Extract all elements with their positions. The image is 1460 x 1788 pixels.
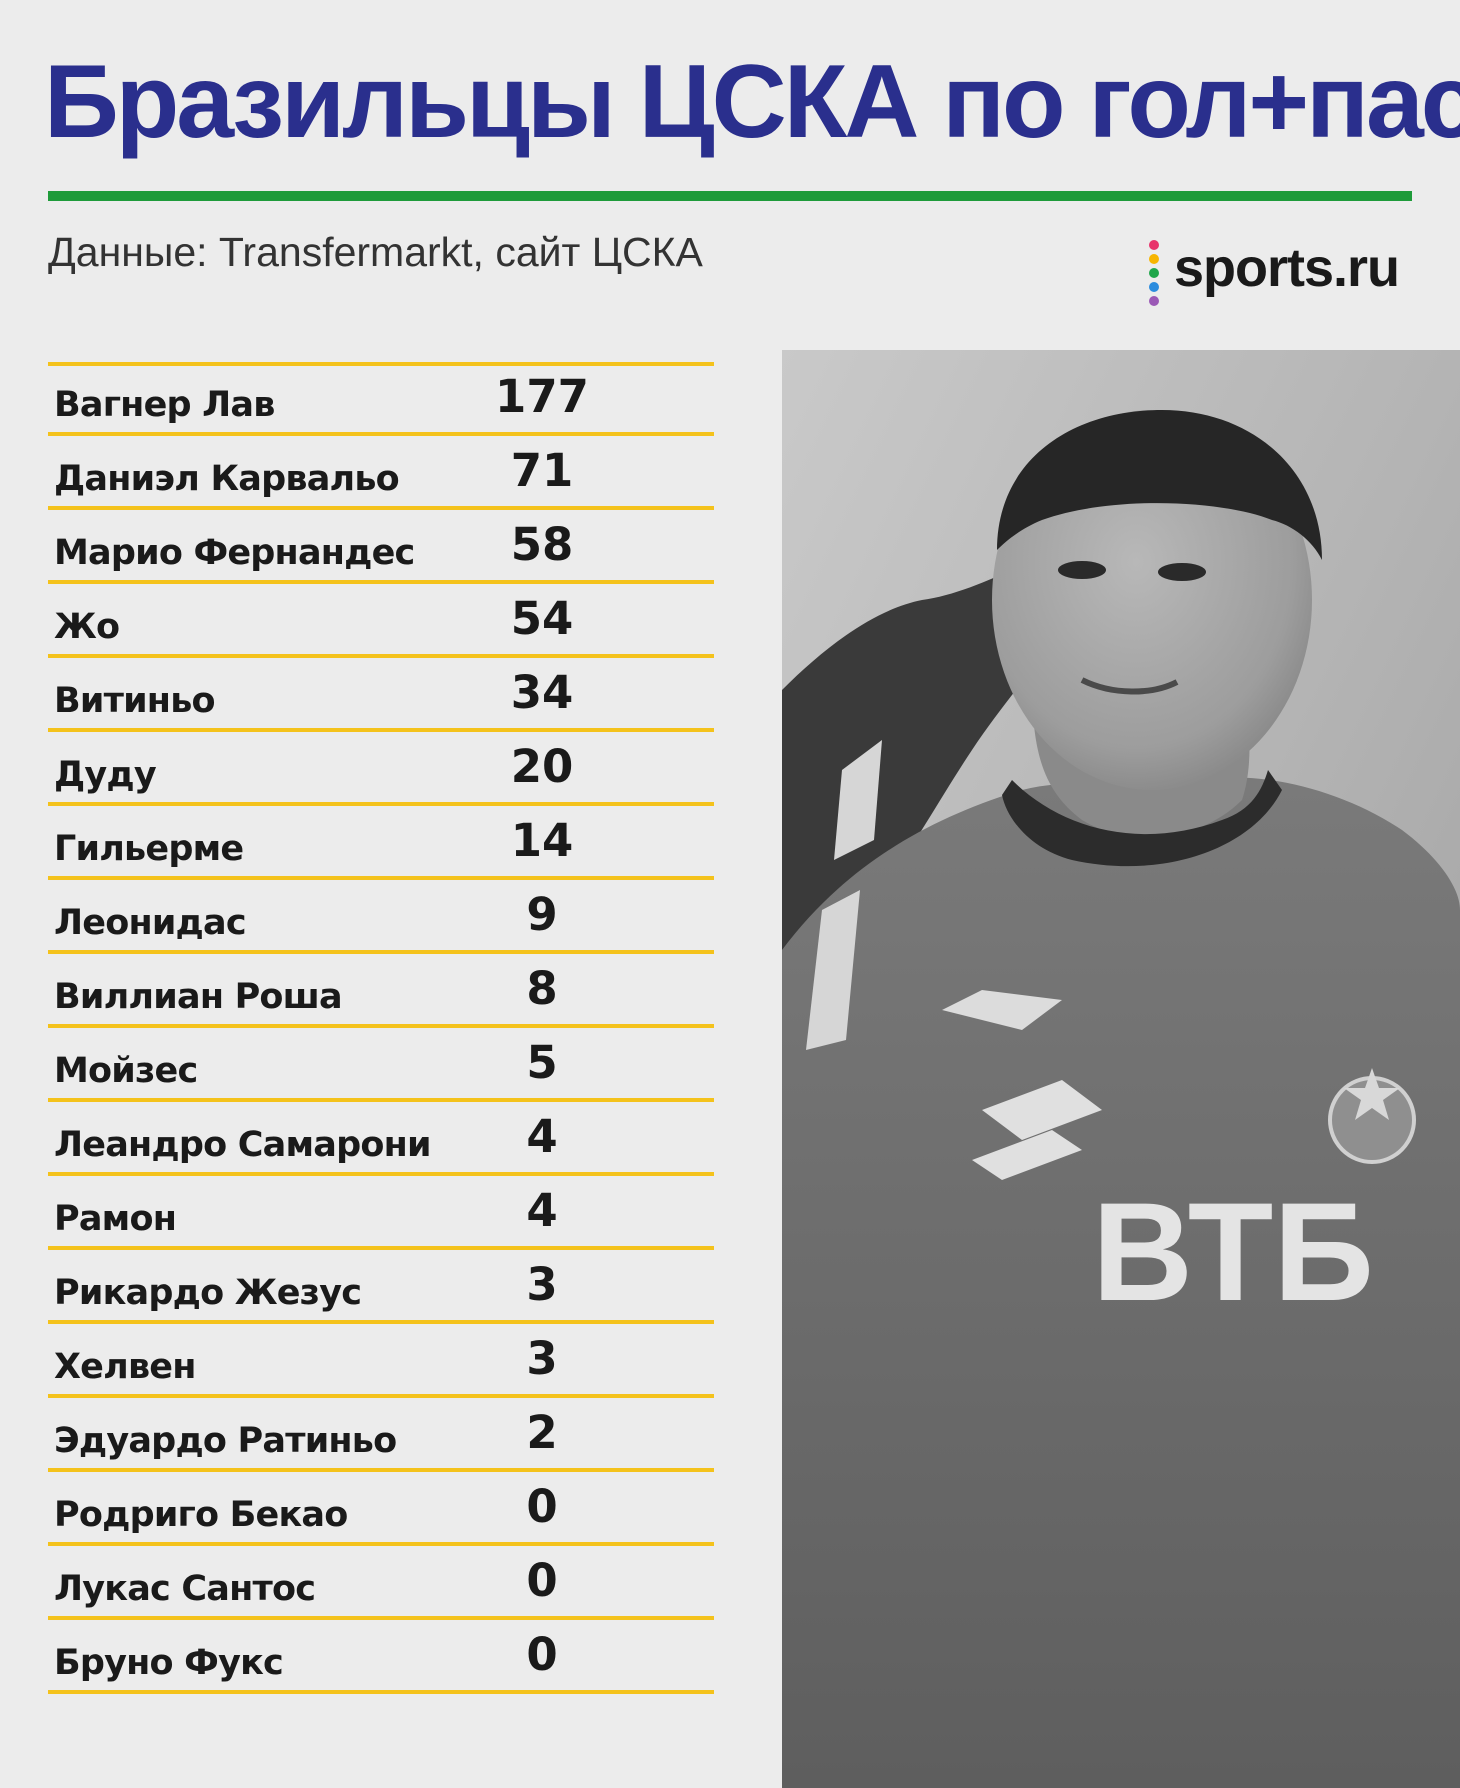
logo-dot xyxy=(1149,282,1159,292)
sleeve-stripe xyxy=(806,890,860,1050)
sponsor-logo-icon xyxy=(972,1080,1102,1180)
kit-logo-icon xyxy=(942,990,1062,1030)
logo-dot xyxy=(1149,268,1159,278)
collar xyxy=(1002,770,1282,867)
goal-assist-value: 20 xyxy=(511,740,574,793)
player-name: Мойзес xyxy=(54,1051,197,1091)
ranking-table-svg: Вагнер Лав 177 Даниэл Карвальо 71 Марио Ферн… xyxy=(48,362,714,1694)
row-divider xyxy=(48,1320,714,1324)
logo-wordmark: sports.ru xyxy=(1174,238,1400,298)
logo-dot xyxy=(1149,296,1159,306)
sports-ru-logo: sports.ru xyxy=(1148,236,1418,308)
row-divider xyxy=(48,580,714,584)
goal-assist-value: 8 xyxy=(526,962,557,1015)
player-name: Рикардо Жезус xyxy=(54,1273,361,1313)
sleeve-stripe xyxy=(834,740,882,860)
goal-assist-value: 4 xyxy=(526,1184,557,1237)
shirt xyxy=(782,777,1460,1788)
player-name: Родриго Бекао xyxy=(54,1495,348,1535)
row-divider xyxy=(48,1690,714,1694)
row-divider xyxy=(48,950,714,954)
player-name: Леандро Самарони xyxy=(54,1125,431,1165)
ranking-table: Вагнер Лав 177 Даниэл Карвальо 71 Марио Ферн… xyxy=(48,362,714,1702)
row-divider xyxy=(48,1246,714,1250)
row-divider xyxy=(48,1616,714,1620)
player-hair xyxy=(997,410,1322,560)
row-divider xyxy=(48,1394,714,1398)
row-divider xyxy=(48,1098,714,1102)
player-photo: ВТБ xyxy=(782,350,1460,1788)
goal-assist-value: 14 xyxy=(511,814,574,867)
goal-assist-value: 54 xyxy=(511,592,574,645)
row-divider xyxy=(48,1024,714,1028)
player-name: Гильерме xyxy=(54,829,243,869)
player-name: Эдуардо Ратиньо xyxy=(54,1421,396,1461)
row-divider xyxy=(48,1542,714,1546)
logo-dots-icon xyxy=(1148,240,1160,306)
goal-assist-value: 58 xyxy=(511,518,574,571)
row-divider xyxy=(48,1468,714,1472)
logo-dot xyxy=(1149,240,1159,250)
goal-assist-value: 34 xyxy=(511,666,574,719)
player-name: Жо xyxy=(54,607,119,647)
player-name: Вагнер Лав xyxy=(54,385,275,425)
goal-assist-value: 71 xyxy=(511,444,574,497)
goal-assist-value: 0 xyxy=(526,1554,557,1607)
row-divider xyxy=(48,876,714,880)
row-divider xyxy=(48,654,714,658)
player-name: Дуду xyxy=(54,755,157,795)
mouth xyxy=(1080,677,1179,695)
player-name: Марио Фернандес xyxy=(54,533,415,573)
data-source-note: Данные: Transfermarkt, сайт ЦСКА xyxy=(48,229,703,275)
goal-assist-value: 9 xyxy=(526,888,557,941)
goal-assist-value: 0 xyxy=(526,1480,557,1533)
row-divider xyxy=(48,432,714,436)
club-star-icon xyxy=(1344,1068,1400,1120)
shirt-sponsor-text: ВТБ xyxy=(1092,1173,1374,1330)
player-name: Рамон xyxy=(54,1199,176,1239)
row-divider xyxy=(48,1172,714,1176)
player-name: Бруно Фукс xyxy=(54,1643,283,1683)
goal-assist-value: 3 xyxy=(526,1258,557,1311)
player-name: Виллиан Роша xyxy=(54,977,342,1017)
left-eye xyxy=(1058,561,1106,579)
row-divider xyxy=(48,728,714,732)
row-divider xyxy=(48,506,714,510)
goal-assist-value: 0 xyxy=(526,1628,557,1681)
player-name: Даниэл Карвальо xyxy=(54,459,399,499)
row-divider xyxy=(48,362,714,366)
player-name: Леонидас xyxy=(54,903,246,943)
goal-assist-value: 177 xyxy=(495,370,589,423)
player-name: Лукас Сантос xyxy=(54,1569,315,1609)
goal-assist-value: 5 xyxy=(526,1036,557,1089)
right-eye xyxy=(1158,563,1206,581)
chart-title: Бразильцы ЦСКА по гол+пас xyxy=(44,44,1460,160)
logo-dot xyxy=(1149,254,1159,264)
goal-assist-value: 3 xyxy=(526,1332,557,1385)
player-name: Хелвен xyxy=(54,1347,196,1387)
goal-assist-value: 4 xyxy=(526,1110,557,1163)
goal-assist-value: 2 xyxy=(526,1406,557,1459)
title-underline xyxy=(48,191,1412,201)
player-name: Витиньо xyxy=(54,681,215,721)
row-divider xyxy=(48,802,714,806)
